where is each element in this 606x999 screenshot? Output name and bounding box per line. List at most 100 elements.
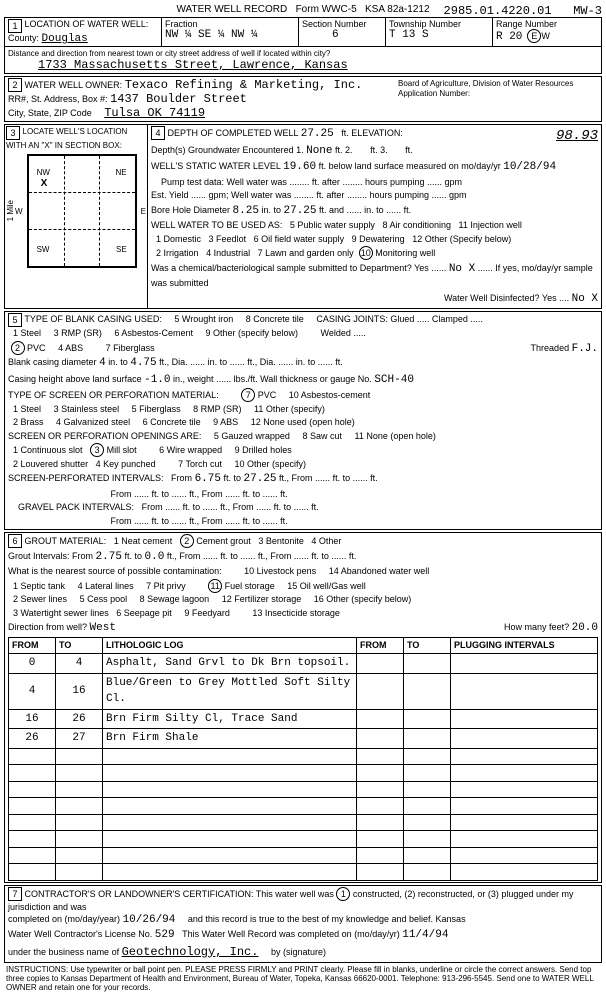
address: 1733 Massachusetts Street, Lawrence, Kan…	[38, 58, 348, 72]
gft: ft., From	[167, 551, 201, 561]
from1: From	[171, 473, 192, 483]
dist-label: Distance and direction from nearest town…	[8, 49, 330, 58]
table-row-empty	[9, 814, 598, 831]
sec3-label: LOCATE WELL'S LOCATION WITH AN "X" IN SE…	[6, 127, 127, 150]
perf-to: 27.25	[244, 473, 277, 485]
from2: ft., From	[279, 473, 313, 483]
g2-circle: 2	[180, 534, 194, 548]
section-grid: NW NE SW SE X	[27, 154, 137, 268]
dia-label: Blank casing diameter	[8, 357, 97, 367]
gto2: ft. to	[274, 502, 292, 512]
dia-into2: in. to	[296, 357, 316, 367]
title: WATER WELL RECORD	[176, 4, 287, 15]
to2: ft. to	[333, 473, 351, 483]
table-row-empty	[9, 781, 598, 798]
table-row: 2627Brn Firm Shale	[9, 729, 598, 749]
bore-after: ft. and	[319, 205, 344, 215]
county-label: County:	[8, 33, 39, 43]
c6: 6 Asbestos-Cement	[114, 328, 193, 338]
dia-into: in. to	[208, 357, 228, 367]
from4: ft., From	[189, 489, 223, 499]
table-row-empty	[9, 798, 598, 815]
p10: 10 Livestock pens	[244, 566, 316, 576]
perf-from: 6.75	[195, 473, 221, 485]
ne: NE	[116, 168, 127, 177]
u5: 5 Public water supply	[290, 220, 375, 230]
fraction: NW ¼ SE ¼ NW ¼	[165, 29, 257, 41]
board: Board of Agriculture, Division of Water …	[398, 79, 573, 88]
u11: 11 Injection well	[459, 220, 522, 230]
cert3: completed on (mo/day/year)	[8, 914, 120, 924]
city: Tulsa OK 74119	[104, 106, 205, 120]
g4: 4 Other	[311, 536, 341, 546]
chem-no: No X	[449, 263, 475, 275]
nw: NW	[37, 168, 50, 177]
u10-circle: 10	[359, 246, 373, 260]
c2: PVC	[27, 343, 46, 353]
p16: 16 Other (specify below)	[314, 594, 412, 604]
ft2: ft.	[280, 489, 288, 499]
screen-label: TYPE OF SCREEN OR PERFORATION MATERIAL:	[8, 390, 219, 400]
cert5: This Water Well Record was completed on …	[182, 929, 400, 939]
biz-label: under the business name of	[8, 947, 119, 957]
sec6-num: 6	[8, 534, 22, 548]
gft1: ft.	[311, 502, 319, 512]
sec3-num: 3	[6, 126, 20, 140]
s1: 1 Steel	[13, 404, 41, 414]
sig: by (signature)	[271, 947, 326, 957]
date1: 10/26/94	[123, 914, 176, 926]
dia2: 4.75	[130, 357, 156, 369]
p9: 9 Feedyard	[184, 608, 230, 618]
from3: From	[111, 489, 132, 499]
sec5-label: TYPE OF BLANK CASING USED:	[24, 314, 162, 324]
table-row-empty	[9, 847, 598, 864]
sec4-num: 4	[151, 126, 165, 140]
gfrom4: ft., From	[189, 516, 223, 526]
gw1: None	[306, 145, 332, 157]
sec7-num: 7	[8, 887, 22, 901]
pump-after2: ft. after	[316, 190, 344, 200]
gto4: ft. to	[243, 516, 261, 526]
table-row-empty	[9, 864, 598, 881]
gfrom3: From	[111, 516, 132, 526]
dir-label: Direction from well?	[8, 622, 87, 632]
p12: 12 Fertilizer storage	[222, 594, 302, 604]
g1: 1 Neat cement	[114, 536, 173, 546]
lic: 529	[155, 929, 175, 941]
c3: 3 RMP (SR)	[54, 328, 102, 338]
elev-label: ft. ELEVATION:	[341, 128, 403, 138]
dir: West	[90, 622, 116, 634]
cert: CONTRACTOR'S OR LANDOWNER'S CERTIFICATIO…	[25, 889, 334, 899]
threaded: Threaded	[531, 343, 570, 353]
date2: 11/4/94	[402, 929, 448, 941]
p1: 1 Septic tank	[13, 581, 65, 591]
section-num-val: 6	[332, 29, 339, 41]
gto5: ft. to	[220, 551, 238, 561]
biz: Geotechnology, Inc.	[122, 945, 259, 959]
chem: Was a chemical/bacteriological sample su…	[151, 263, 429, 273]
s11: 11 Other (specify)	[254, 404, 325, 414]
p3: 3 Watertight sewer lines	[13, 608, 109, 618]
p14: 14 Abandoned water well	[329, 566, 430, 576]
s12: 12 None used (open hole)	[251, 417, 355, 427]
cert-1: 1	[336, 887, 350, 901]
u9: 9 Dewatering	[352, 234, 405, 244]
township: T 13 S	[389, 29, 429, 41]
lithologic-log-table: FROM TO LITHOLOGIC LOG FROM TO PLUGGING …	[8, 637, 598, 881]
dia-in: in. to	[108, 357, 128, 367]
o10: 10 Other (specify)	[235, 459, 307, 469]
doc-id: 2985.01.4220.01	[444, 4, 552, 18]
to4: ft. to	[243, 489, 261, 499]
s4: 4 Galvanized steel	[56, 417, 130, 427]
o7: 7 Torch cut	[178, 459, 222, 469]
sec5-num: 5	[8, 313, 22, 327]
sec1-num: 1	[8, 19, 22, 33]
sec2-num: 2	[8, 78, 22, 92]
u7: 7 Lawn and garden only	[258, 248, 354, 258]
s8: 8 RMP (SR)	[193, 404, 241, 414]
gto6: ft. to	[311, 551, 329, 561]
to3: ft. to	[152, 489, 170, 499]
c4: 4 ABS	[58, 343, 83, 353]
gw2: ft. 2.	[335, 145, 353, 155]
gfrom1: From	[142, 502, 163, 512]
